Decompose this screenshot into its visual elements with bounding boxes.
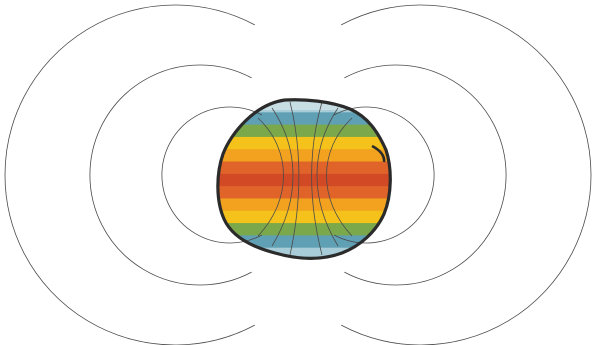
field-lines-left [4, 4, 263, 345]
field-line [333, 106, 435, 244]
field-line [4, 4, 255, 345]
color-band [217, 149, 391, 163]
field-line [326, 117, 353, 237]
color-band [217, 161, 391, 175]
color-band [217, 186, 391, 200]
field-line [271, 107, 294, 247]
field-line [289, 101, 300, 256]
color-band [217, 210, 391, 224]
field-line [344, 64, 507, 286]
field-line [89, 64, 252, 286]
field-line [311, 101, 323, 256]
band-highlight [217, 99, 391, 110]
color-band [217, 173, 391, 187]
color-band [217, 112, 391, 126]
color-band [217, 124, 391, 138]
field-line [257, 117, 284, 237]
field-lines-inner [257, 101, 353, 256]
field-line [316, 107, 339, 247]
field-line [341, 4, 592, 345]
sphere-outline-notch [371, 144, 386, 163]
sphere-color-bands [217, 99, 391, 259]
color-band [217, 247, 391, 259]
color-band [217, 235, 391, 249]
field-lines-right [333, 4, 592, 345]
color-band [217, 198, 391, 212]
field-line [161, 106, 263, 244]
color-band [217, 136, 391, 150]
sphere-outline [216, 98, 392, 260]
